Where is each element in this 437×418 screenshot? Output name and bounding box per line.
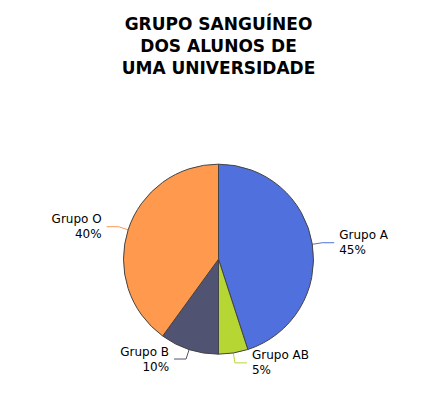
svg-text:5%: 5% (252, 363, 271, 377)
svg-text:Grupo AB: Grupo AB (252, 348, 309, 362)
svg-text:DOS ALUNOS DE: DOS ALUNOS DE (140, 36, 296, 56)
svg-text:45%: 45% (339, 243, 366, 257)
svg-text:Grupo O: Grupo O (52, 212, 102, 226)
svg-text:GRUPO SANGUÍNEO: GRUPO SANGUÍNEO (125, 13, 313, 34)
svg-text:Grupo B: Grupo B (120, 345, 169, 359)
svg-text:UMA UNIVERSIDADE: UMA UNIVERSIDADE (122, 58, 316, 78)
svg-text:Grupo A: Grupo A (339, 228, 389, 242)
svg-text:10%: 10% (142, 360, 169, 374)
svg-text:40%: 40% (75, 227, 102, 241)
